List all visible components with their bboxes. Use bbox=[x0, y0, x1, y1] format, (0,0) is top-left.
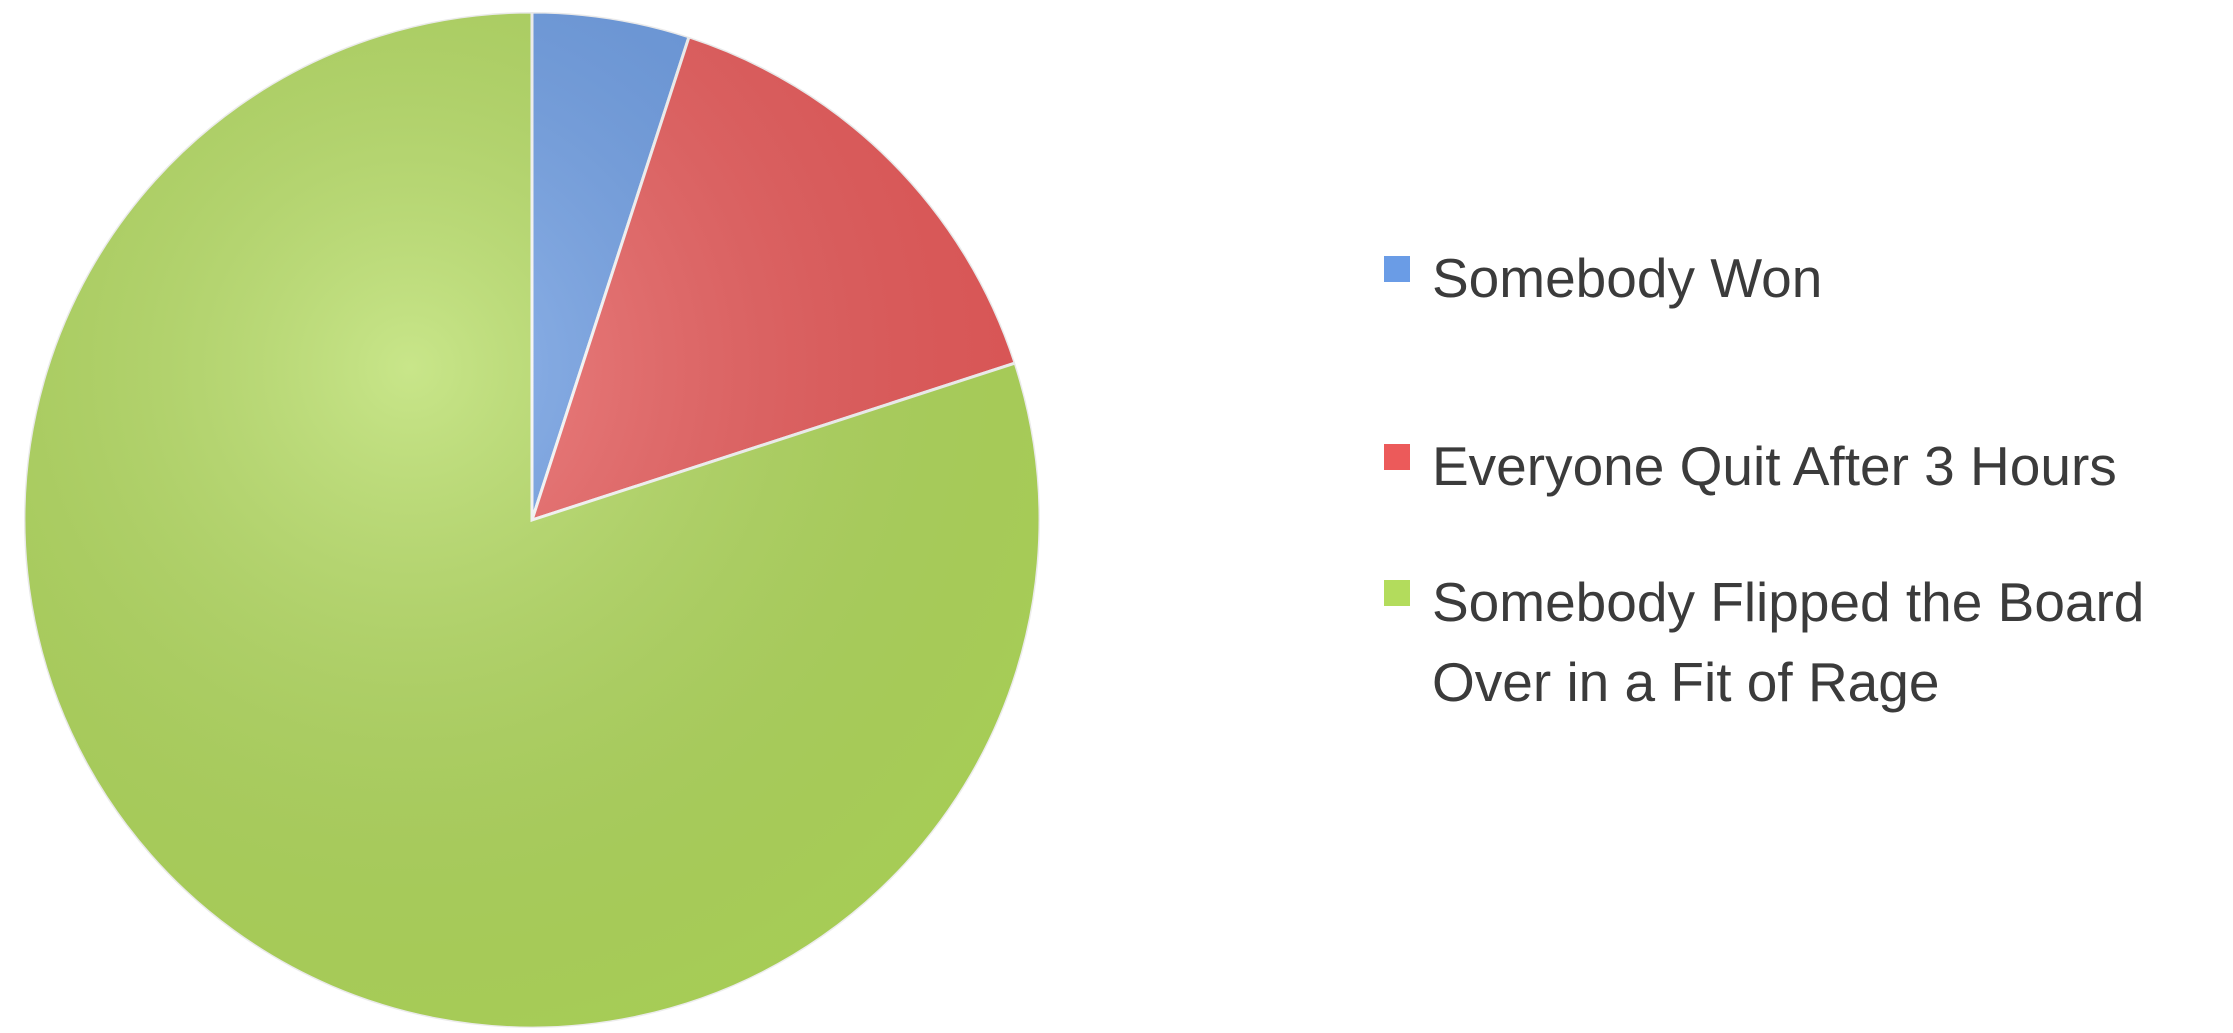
legend-label: Somebody Flipped the Board Over in a Fit… bbox=[1432, 571, 2145, 713]
legend-item-everyone-quit: Everyone Quit After 3 Hours bbox=[1380, 426, 2220, 506]
legend-item-somebody-won: Somebody Won bbox=[1380, 238, 2220, 318]
legend-swatch-board-flipped bbox=[1384, 580, 1410, 606]
legend-swatch-everyone-quit bbox=[1384, 444, 1410, 470]
legend-label: Everyone Quit After 3 Hours bbox=[1432, 435, 2117, 497]
legend: Somebody Won Everyone Quit After 3 Hours… bbox=[1380, 238, 2220, 760]
legend-label: Somebody Won bbox=[1432, 247, 1823, 309]
legend-swatch-somebody-won bbox=[1384, 256, 1410, 282]
pie-slices bbox=[22, 10, 1042, 1030]
legend-item-board-flipped: Somebody Flipped the Board Over in a Fit… bbox=[1380, 562, 2220, 722]
